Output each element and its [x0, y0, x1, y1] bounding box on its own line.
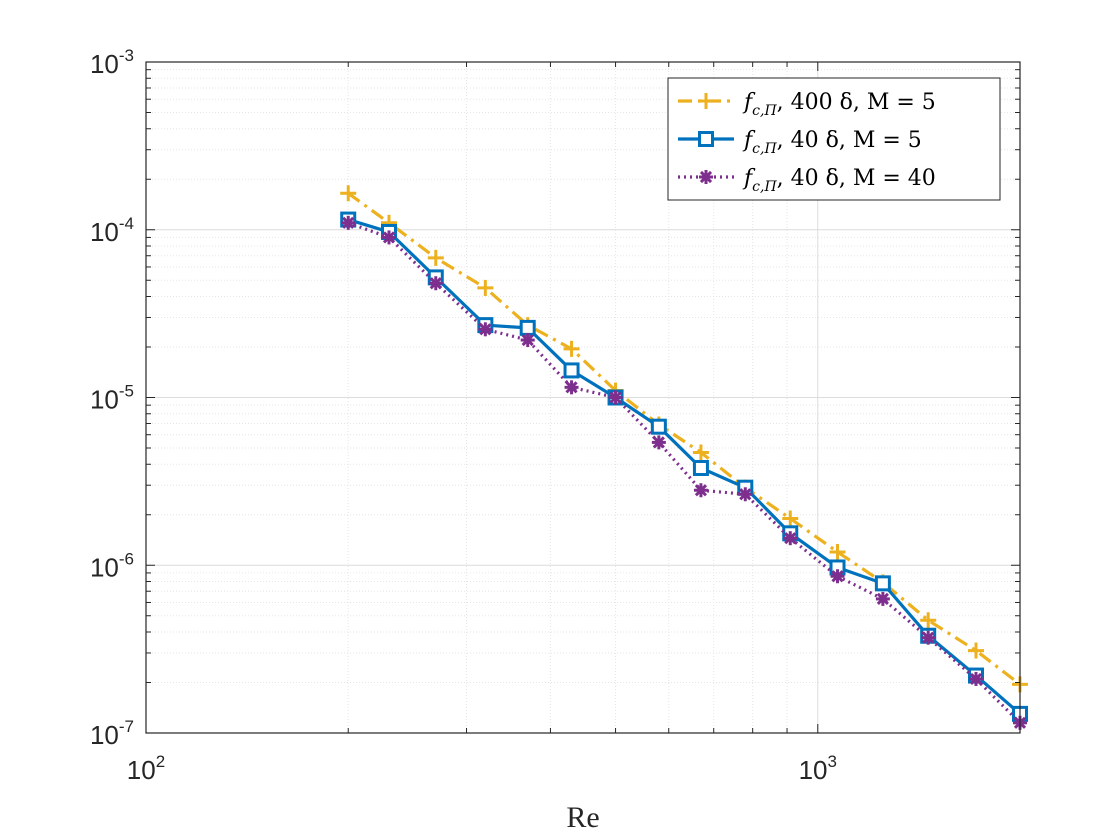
legend-marker — [699, 170, 713, 184]
x-tick-exponent: 3 — [828, 752, 837, 771]
x-tick-base: 10 — [799, 755, 828, 785]
legend-entry-2: fc,Π, 40 δ, M = 5 — [678, 128, 922, 157]
marker-stroke — [652, 436, 665, 449]
data-point — [967, 642, 984, 659]
x-tick-base: 10 — [127, 755, 156, 785]
data-point — [563, 362, 580, 379]
marker-stroke — [429, 277, 442, 290]
marker-stroke — [479, 323, 492, 336]
legend-subscript: c,Π — [752, 103, 777, 119]
y-tick-base: 10 — [90, 552, 119, 582]
y-tick-label: 10-3 — [90, 46, 134, 79]
y-tick-label: 10-6 — [90, 549, 134, 582]
y-tick-label: 10-7 — [90, 717, 134, 750]
data-point — [921, 630, 936, 645]
data-point — [477, 279, 494, 296]
data-point — [693, 483, 708, 498]
data-point — [340, 185, 357, 202]
legend-label: fc,Π, 400 δ, M = 5 — [742, 90, 936, 119]
y-tick-base: 10 — [90, 217, 119, 247]
series-1 — [340, 185, 1028, 693]
data-point — [427, 249, 444, 266]
y-tick-base: 10 — [90, 720, 119, 750]
y-tick-exponent: -4 — [119, 214, 134, 233]
legend-subscript: c,Π — [752, 179, 777, 195]
y-tick-base: 10 — [90, 385, 119, 415]
y-tick-label: 10-4 — [90, 214, 134, 247]
data-point — [783, 531, 798, 546]
marker-stroke — [342, 216, 355, 229]
y-tick-label: 10-5 — [90, 382, 134, 415]
data-point — [874, 575, 891, 592]
legend-label: fc,Π, 40 δ, M = 40 — [742, 166, 936, 195]
legend: fc,Π, 400 δ, M = 5 fc,Π, 40 δ, M = 5 fc,Π,… — [667, 77, 1001, 201]
data-point — [428, 276, 443, 291]
legend-marker — [698, 131, 714, 147]
data-point — [920, 612, 937, 629]
data-point — [875, 591, 890, 606]
y-tick-exponent: -7 — [119, 717, 134, 736]
marker-stroke — [565, 381, 578, 394]
ticks — [145, 61, 1021, 734]
data-point — [782, 510, 799, 527]
marker-stroke — [969, 672, 983, 686]
marker-stroke — [784, 532, 797, 545]
marker-stroke — [739, 488, 752, 501]
legend-entry-1: fc,Π, 400 δ, M = 5 — [678, 90, 936, 119]
legend-rest: , 400 δ, M = 5 — [777, 90, 936, 115]
x-tick-label: 102 — [127, 752, 165, 785]
data-point — [651, 435, 666, 450]
data-point — [650, 418, 667, 435]
data-point — [692, 459, 709, 476]
y-tick-exponent: -6 — [119, 549, 134, 568]
marker-stroke — [922, 631, 935, 644]
data-point — [968, 671, 983, 686]
marker-stroke — [699, 170, 713, 184]
marker-stroke — [382, 231, 396, 244]
y-tick-base: 10 — [90, 49, 119, 79]
marker-stroke — [876, 592, 889, 606]
data-point — [830, 569, 845, 584]
marker-stroke — [521, 333, 534, 347]
data-point — [381, 230, 396, 245]
x-tick-label: 103 — [799, 752, 837, 785]
y-tick-exponent: -5 — [119, 382, 134, 401]
marker-stroke — [694, 484, 708, 497]
series-3 — [341, 215, 1027, 730]
series-layer — [340, 185, 1028, 730]
data-point — [341, 215, 356, 230]
data-point — [564, 380, 579, 395]
legend-label: fc,Π, 40 δ, M = 5 — [742, 128, 922, 157]
marker-stroke — [831, 570, 844, 583]
y-tick-exponent: -3 — [119, 46, 134, 65]
legend-marker — [698, 93, 714, 109]
data-point — [738, 487, 753, 502]
legend-rest: , 40 δ, M = 40 — [777, 166, 936, 191]
series-line — [347, 218, 1022, 716]
x-axis-label: Re — [566, 801, 599, 834]
data-point — [692, 444, 709, 461]
legend-entry-3: fc,Π, 40 δ, M = 40 — [678, 166, 936, 195]
data-point — [608, 390, 623, 405]
data-point — [563, 340, 580, 357]
data-point — [829, 543, 846, 560]
series-line — [347, 191, 1021, 686]
x-tick-exponent: 2 — [156, 752, 165, 771]
marker-stroke — [609, 391, 622, 404]
data-point — [520, 333, 535, 348]
legend-rest: , 40 δ, M = 5 — [777, 128, 922, 153]
data-point — [478, 322, 493, 337]
legend-subscript: c,Π — [752, 141, 777, 157]
data-point — [519, 319, 536, 336]
